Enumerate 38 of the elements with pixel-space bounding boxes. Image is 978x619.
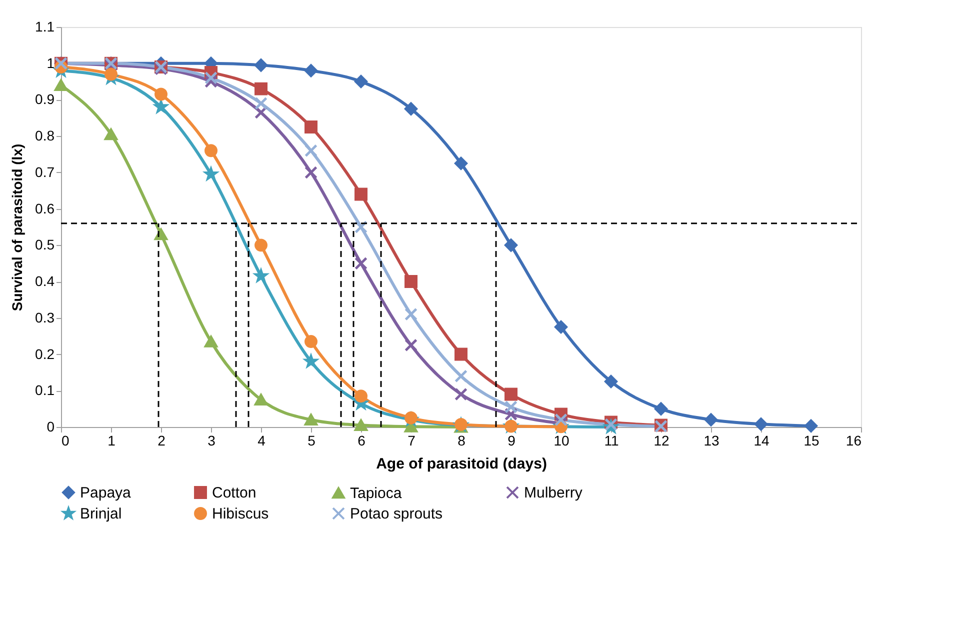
x-tick-label: 15 [804, 432, 820, 448]
x-tick-label: 1 [108, 432, 116, 448]
legend-label: Brinjal [80, 506, 122, 522]
y-axis-title: Survival of parasitoid (lx) [9, 144, 26, 312]
legend-label: Tapioca [350, 484, 402, 502]
x-tick-label: 16 [846, 432, 862, 448]
y-tick-label: 1.1 [35, 18, 55, 34]
legend-label: Papaya [80, 484, 132, 502]
legend-label: Hibiscus [212, 506, 269, 522]
x-tick-label: 5 [308, 432, 316, 448]
y-tick-label: 0.4 [35, 273, 55, 290]
x-tick-label: 10 [554, 432, 570, 448]
y-tick-label: 1 [46, 54, 55, 71]
y-tick-label: 0.7 [35, 164, 55, 180]
legend-label: Cotton [212, 484, 256, 502]
x-tick-label: 8 [458, 432, 466, 448]
x-tick-label: 9 [508, 432, 516, 448]
x-tick-label: 11 [604, 432, 619, 448]
x-tick-label: 4 [258, 432, 266, 448]
x-tick-label: 7 [408, 432, 416, 448]
x-tick-label: 3 [208, 432, 216, 448]
legend-label: Mulberry [524, 484, 583, 502]
x-tick-label: 14 [754, 432, 770, 448]
y-tick-label: 0 [46, 418, 55, 434]
y-tick-label: 0.8 [35, 128, 55, 144]
x-axis-title: Age of parasitoid (days) [376, 456, 547, 472]
y-tick-label: 0.2 [35, 346, 55, 362]
y-tick-label: 0.6 [35, 200, 55, 216]
x-tick-label: 12 [654, 432, 670, 448]
y-tick-label: 0.5 [35, 236, 55, 253]
y-tick-label: 0.1 [35, 382, 55, 398]
y-tick-label: 0.9 [35, 91, 55, 108]
x-tick-label: 2 [158, 432, 166, 448]
legend-label: Potao sprouts [350, 506, 443, 522]
x-tick-label: 13 [704, 432, 720, 448]
x-tick-label: 6 [358, 432, 366, 448]
x-tick-label: 0 [62, 432, 70, 448]
y-tick-label: 0.3 [35, 309, 55, 326]
